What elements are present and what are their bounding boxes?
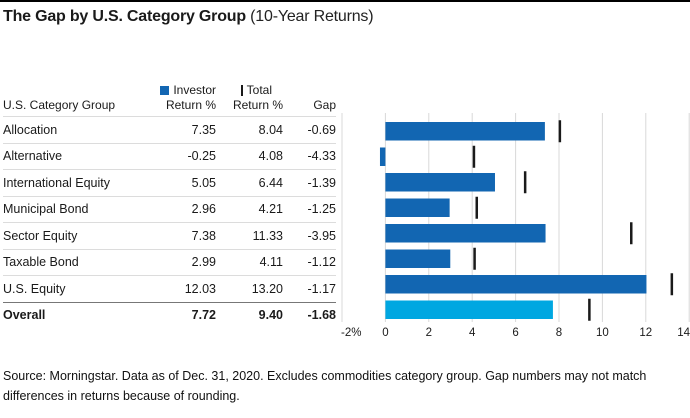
- row-label: U.S. Equity: [3, 281, 66, 296]
- svg-text:2: 2: [426, 327, 432, 339]
- total-return-value: 9.40: [258, 308, 283, 323]
- total-return-value: 6.44: [258, 175, 283, 190]
- svg-text:0: 0: [382, 327, 388, 339]
- svg-text:10: 10: [596, 327, 609, 339]
- gap-value: -1.17: [307, 281, 337, 296]
- investor-legend-swatch-icon: [160, 86, 170, 95]
- table-row-overall: Overall 7.72 9.40 -1.68: [3, 301, 337, 329]
- bar-chart: -2% 0 2 4 6 8 10 12 14: [341, 110, 690, 348]
- gap-value: -3.95: [307, 228, 337, 243]
- total-legend: Total: [216, 84, 283, 97]
- investor-legend: Investor: [146, 84, 216, 97]
- column-header-total-return: Total Return %: [216, 84, 283, 112]
- gap-value: -1.39: [307, 175, 337, 190]
- total-legend-tick-icon: [240, 85, 243, 96]
- investor-return-value: 7.72: [191, 308, 216, 323]
- column-header-category-group: U.S. Category Group: [3, 98, 116, 112]
- row-label: International Equity: [3, 175, 111, 190]
- page-title: The Gap by U.S. Category Group (10-Year …: [3, 8, 374, 26]
- gap-value: -0.69: [307, 122, 337, 137]
- svg-text:8: 8: [556, 327, 562, 339]
- top-rule: [0, 0, 690, 2]
- table-row: Allocation 7.35 8.04 -0.69: [3, 116, 336, 143]
- table-row: Alternative -0.25 4.08 -4.33: [3, 142, 337, 170]
- column-header-investor-return: Investor Return %: [146, 84, 216, 112]
- svg-text:14: 14: [677, 327, 690, 339]
- table-header: U.S. Category Group Investor Return % To…: [3, 70, 336, 116]
- page-title-suffix: (10-Year Returns): [245, 8, 374, 25]
- investor-return-value: 5.05: [191, 175, 216, 190]
- row-label: Alternative: [3, 149, 63, 164]
- total-return-value: 13.20: [251, 281, 283, 296]
- gap-value: -1.68: [307, 308, 337, 323]
- svg-text:12: 12: [639, 327, 652, 339]
- total-return-value: 8.04: [258, 122, 283, 137]
- source-note: Source: Morningstar. Data as of Dec. 31,…: [3, 369, 647, 403]
- returns-table: U.S. Category Group Investor Return % To…: [3, 70, 336, 328]
- svg-text:6: 6: [512, 327, 518, 339]
- total-legend-label: Total: [246, 83, 272, 97]
- row-label: Overall: [3, 308, 46, 323]
- total-return-value: 11.33: [252, 228, 283, 243]
- total-return-value: 4.11: [259, 255, 283, 270]
- total-return-sub-label: Return %: [232, 98, 283, 112]
- table-row: Taxable Bond 2.99 4.11 -1.12: [3, 248, 337, 276]
- row-label: Allocation: [3, 122, 58, 137]
- page-title-main: The Gap by U.S. Category Group: [3, 8, 246, 25]
- svg-text:4: 4: [469, 327, 476, 339]
- investor-return-sub-label: Return %: [165, 98, 216, 112]
- table-row: U.S. Equity 12.03 13.20 -1.17: [3, 275, 336, 302]
- investor-legend-label: Investor: [173, 83, 216, 97]
- investor-return-value: -0.25: [187, 149, 217, 164]
- gap-value: -1.12: [307, 255, 337, 270]
- table-row: Sector Equity 7.38 11.33 -3.95: [3, 222, 336, 249]
- row-label: Taxable Bond: [3, 255, 79, 270]
- investor-return-value: 2.99: [191, 255, 216, 270]
- investor-return-value: 7.38: [191, 228, 216, 243]
- table-row: International Equity 5.05 6.44 -1.39: [3, 169, 336, 196]
- gap-value: -4.33: [307, 149, 337, 164]
- investor-return-value: 2.96: [191, 202, 216, 217]
- svg-text:-2%: -2%: [341, 327, 361, 339]
- gap-value: -1.25: [307, 202, 337, 217]
- total-return-value: 4.08: [258, 149, 283, 164]
- column-header-gap: Gap: [313, 98, 336, 112]
- total-return-value: 4.21: [258, 202, 283, 217]
- investor-return-value: 7.35: [191, 122, 216, 137]
- bar-chart-canvas: -2% 0 2 4 6 8 10 12 14: [341, 113, 690, 339]
- row-label: Municipal Bond: [3, 202, 89, 217]
- investor-return-value: 12.03: [184, 281, 216, 296]
- table-row: Municipal Bond 2.96 4.21 -1.25: [3, 195, 337, 223]
- row-label: Sector Equity: [3, 228, 78, 243]
